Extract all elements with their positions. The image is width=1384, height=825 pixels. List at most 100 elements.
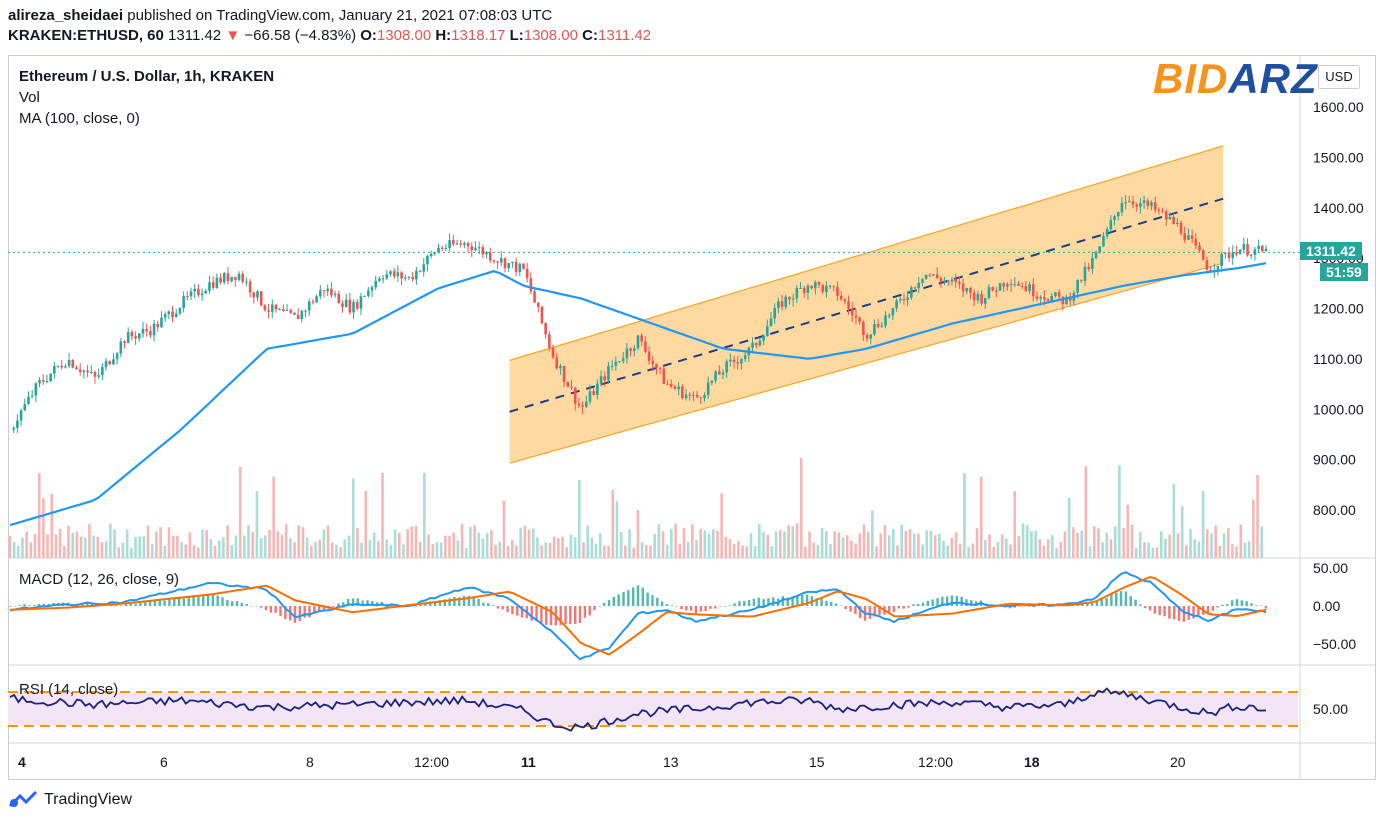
candle-body <box>584 401 588 407</box>
volume-bar <box>377 541 380 558</box>
macd-histogram-bar <box>825 600 828 606</box>
candle-body <box>1102 236 1105 247</box>
macd-histogram-bar <box>1230 600 1234 606</box>
candle-body <box>795 288 799 299</box>
author-name[interactable]: alireza_sheidaei <box>8 7 124 24</box>
candle-body <box>1083 266 1087 281</box>
volume-bar <box>1164 538 1167 558</box>
candle-body <box>980 294 983 304</box>
volume-bar <box>674 523 677 558</box>
candle-body <box>289 309 293 313</box>
volume-bar <box>46 534 49 558</box>
volume-bar <box>167 527 171 558</box>
candle-body <box>193 288 197 292</box>
candle-body <box>330 288 333 296</box>
volume-bar <box>548 542 552 558</box>
volume-bar <box>138 536 141 558</box>
macd-histogram-bar <box>317 606 321 612</box>
macd-histogram-bar <box>752 598 756 606</box>
volume-bar <box>737 541 740 558</box>
countdown-tag: 51:59 <box>1320 263 1368 281</box>
macd-histogram-bar <box>670 605 674 606</box>
volume-bar <box>871 510 874 558</box>
volume-bar <box>121 542 125 558</box>
macd-histogram-bar <box>472 596 475 606</box>
volume-bar <box>896 545 899 558</box>
volume-bar <box>1076 532 1079 558</box>
candle-body <box>518 263 522 272</box>
candle-body <box>341 303 344 308</box>
candle-body <box>695 394 699 398</box>
volume-bar <box>921 544 924 558</box>
candle-body <box>34 383 38 396</box>
candle-body <box>799 287 802 289</box>
candle-body <box>1183 233 1187 240</box>
volume-bar <box>720 493 723 558</box>
candle-body <box>130 332 134 337</box>
volume-bar <box>799 457 803 558</box>
candle-body <box>1028 284 1031 292</box>
candle-body <box>540 306 544 324</box>
candle-body <box>943 280 946 282</box>
candle-body <box>913 287 917 289</box>
volume-bar <box>130 547 133 558</box>
macd-histogram-bar <box>520 606 524 618</box>
bidarz-logo: BIDARZ <box>1153 55 1318 103</box>
currency-button[interactable]: USD <box>1318 65 1360 89</box>
volume-bar <box>1038 539 1042 558</box>
volume-bar <box>318 539 322 558</box>
volume-bar <box>335 544 338 558</box>
volume-bar <box>812 542 816 558</box>
volume-bar <box>619 532 623 558</box>
macd-histogram-bar <box>1023 606 1026 607</box>
volume-bar <box>289 538 292 558</box>
footer-brand[interactable]: TradingView <box>44 791 133 808</box>
volume-bar <box>992 546 996 558</box>
macd-histogram-bar <box>888 606 891 613</box>
volume-bar <box>636 510 640 558</box>
volume-bar <box>908 529 912 558</box>
volume-bar <box>284 524 288 558</box>
candle-body <box>773 307 776 319</box>
candle-body <box>917 282 921 289</box>
volume-bar <box>1113 526 1117 558</box>
volume-bar <box>825 531 828 558</box>
macd-histogram-bar <box>28 605 31 606</box>
macd-histogram-bar <box>815 598 818 606</box>
macd-histogram-bar <box>366 600 369 606</box>
candle-body <box>1057 292 1061 297</box>
volume-bar <box>670 529 673 558</box>
y-tick-label: 800.00 <box>1313 502 1356 518</box>
volume-bar <box>527 529 531 558</box>
volume-bar <box>561 536 564 558</box>
candle-body <box>1261 245 1264 252</box>
volume-bar <box>427 534 430 558</box>
volume-bar <box>184 544 188 558</box>
macd-histogram-bar <box>786 597 789 606</box>
candle-body <box>496 261 499 263</box>
high-value: 1318.17 <box>451 27 506 44</box>
volume-bar <box>464 547 468 558</box>
volume-bar <box>845 535 849 558</box>
candle-body <box>137 333 141 339</box>
volume-bar <box>159 527 162 558</box>
candle-body <box>53 366 56 374</box>
chart-canvas[interactable]: 1600.001500.001400.001300.001200.001100.… <box>8 55 1376 780</box>
candle-body <box>182 295 185 309</box>
macd-histogram-bar <box>197 596 200 606</box>
macd-histogram-bar <box>1028 606 1031 607</box>
candle-body <box>507 263 511 269</box>
macd-histogram-bar <box>245 603 248 606</box>
candle-body <box>293 312 296 315</box>
volume-bar <box>1180 506 1184 558</box>
volume-bar <box>774 531 778 558</box>
volume-bar <box>1239 524 1243 558</box>
macd-histogram-bar <box>772 597 775 606</box>
macd-histogram-bar <box>709 606 712 609</box>
candle-body <box>319 290 322 297</box>
macd-histogram-bar <box>216 595 219 606</box>
candle-body <box>817 282 821 285</box>
candle-body <box>644 341 647 352</box>
candle-body <box>437 247 440 253</box>
macd-histogram-bar <box>1018 606 1021 607</box>
